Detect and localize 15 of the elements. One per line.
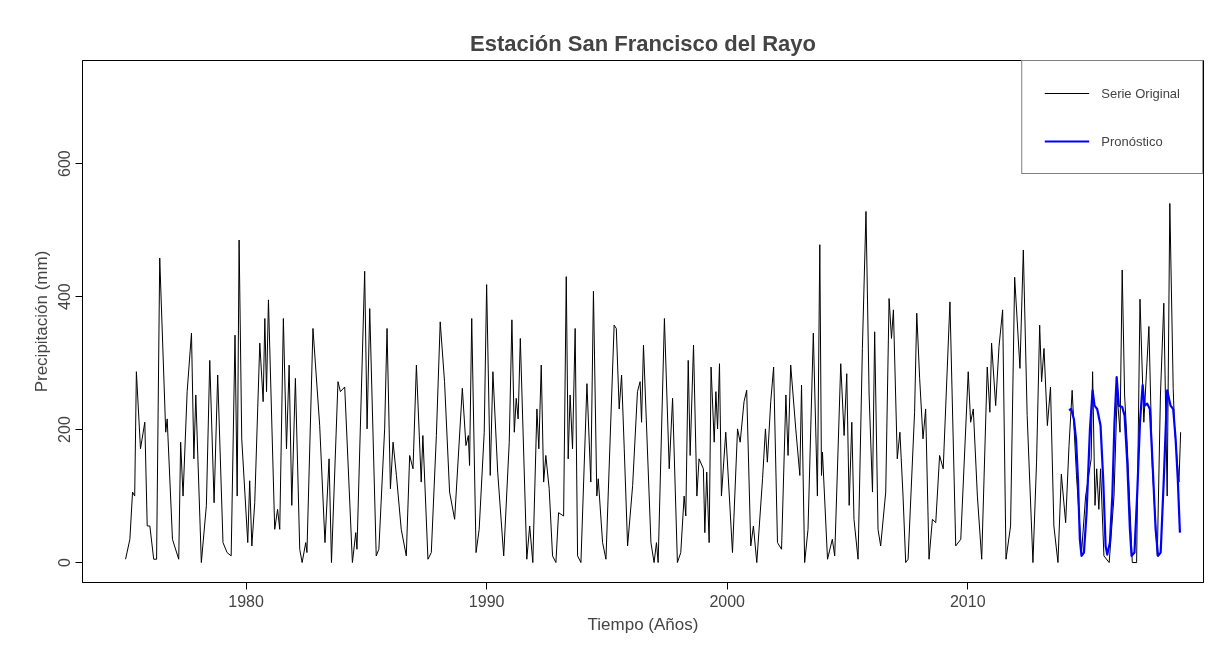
chart-title: Estación San Francisco del Rayo	[470, 30, 817, 56]
y-tick-label: 200	[56, 416, 74, 443]
x-tick-label: 1980	[228, 592, 264, 610]
legend-label: Pronóstico	[1101, 133, 1163, 149]
x-tick-label: 1990	[468, 592, 505, 610]
legend-label: Serie Original	[1101, 85, 1180, 101]
y-axis-title: Precipitación (mm)	[31, 250, 51, 393]
y-tick-label: 400	[56, 283, 74, 310]
x-tick-label: 2010	[949, 592, 986, 610]
y-tick-label: 600	[56, 150, 74, 177]
x-axis-title: Tiempo (Años)	[587, 614, 699, 634]
x-tick-label: 2000	[709, 592, 746, 610]
line-series	[125, 202, 1182, 564]
y-tick-label: 0	[56, 558, 74, 567]
line-series	[1067, 375, 1182, 557]
